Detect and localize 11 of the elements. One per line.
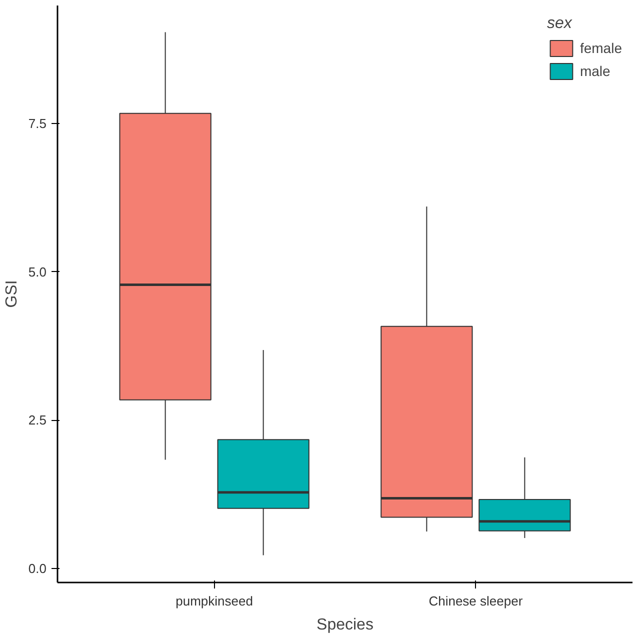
legend-label: female [580, 40, 622, 56]
x-tick-label: pumpkinseed [176, 594, 253, 608]
y-axis-title: GSI [3, 280, 20, 308]
y-tick-label: 0.0 [28, 560, 47, 576]
y-tick-label: 7.5 [28, 116, 47, 132]
y-tick-label: 2.5 [28, 412, 47, 428]
x-axis-title: Species [316, 616, 374, 634]
legend-label: male [580, 63, 610, 79]
legend-title: sex [546, 15, 574, 33]
y-tick-label: 5.0 [28, 264, 47, 280]
x-tick-label: Chinese sleeper [428, 594, 524, 608]
